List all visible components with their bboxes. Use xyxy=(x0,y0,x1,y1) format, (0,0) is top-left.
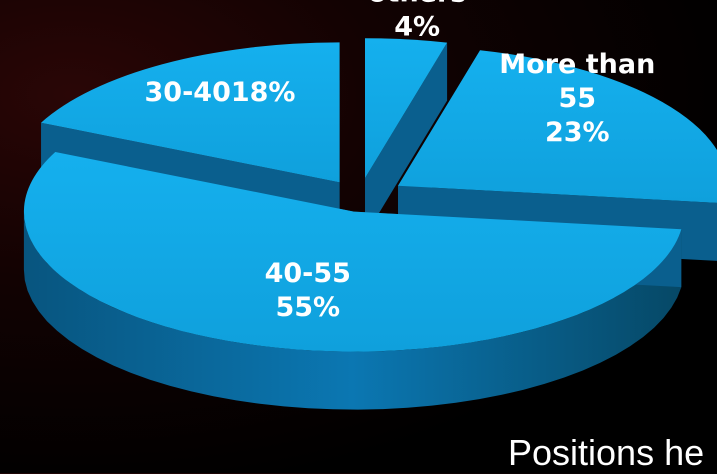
pie-slice-40-55 xyxy=(23,152,682,352)
pie-slice-side xyxy=(365,42,448,237)
pie-slice-others xyxy=(365,38,448,179)
pie-slice-label: 30-4018% xyxy=(145,77,296,108)
pie-slice-more-than-55 xyxy=(398,50,717,203)
pie-slice-label: More than 55 23% xyxy=(499,49,655,148)
pie-slice-label-line: 30-4018% xyxy=(145,77,296,108)
pie-slice-wall xyxy=(365,42,448,237)
pie-slice-label-line: others xyxy=(368,0,466,9)
pie-slice-rim xyxy=(23,211,682,410)
pie-slice-label-line: 40-55 xyxy=(265,258,351,289)
pie-slice-label-line: 55 xyxy=(559,83,597,114)
slide-caption: Positions he xyxy=(508,432,705,473)
pie-slice-30-40 xyxy=(41,42,340,183)
pie-slice-label-line: More than xyxy=(499,49,655,80)
pie-slice-label: 40-55 55% xyxy=(265,258,351,323)
pie-slice-label: others 4% xyxy=(368,0,466,43)
pie-slice-label-line: 55% xyxy=(275,292,340,323)
pie-slice-label-line: 23% xyxy=(545,117,610,148)
pie-slice-label-line: 4% xyxy=(394,12,440,43)
